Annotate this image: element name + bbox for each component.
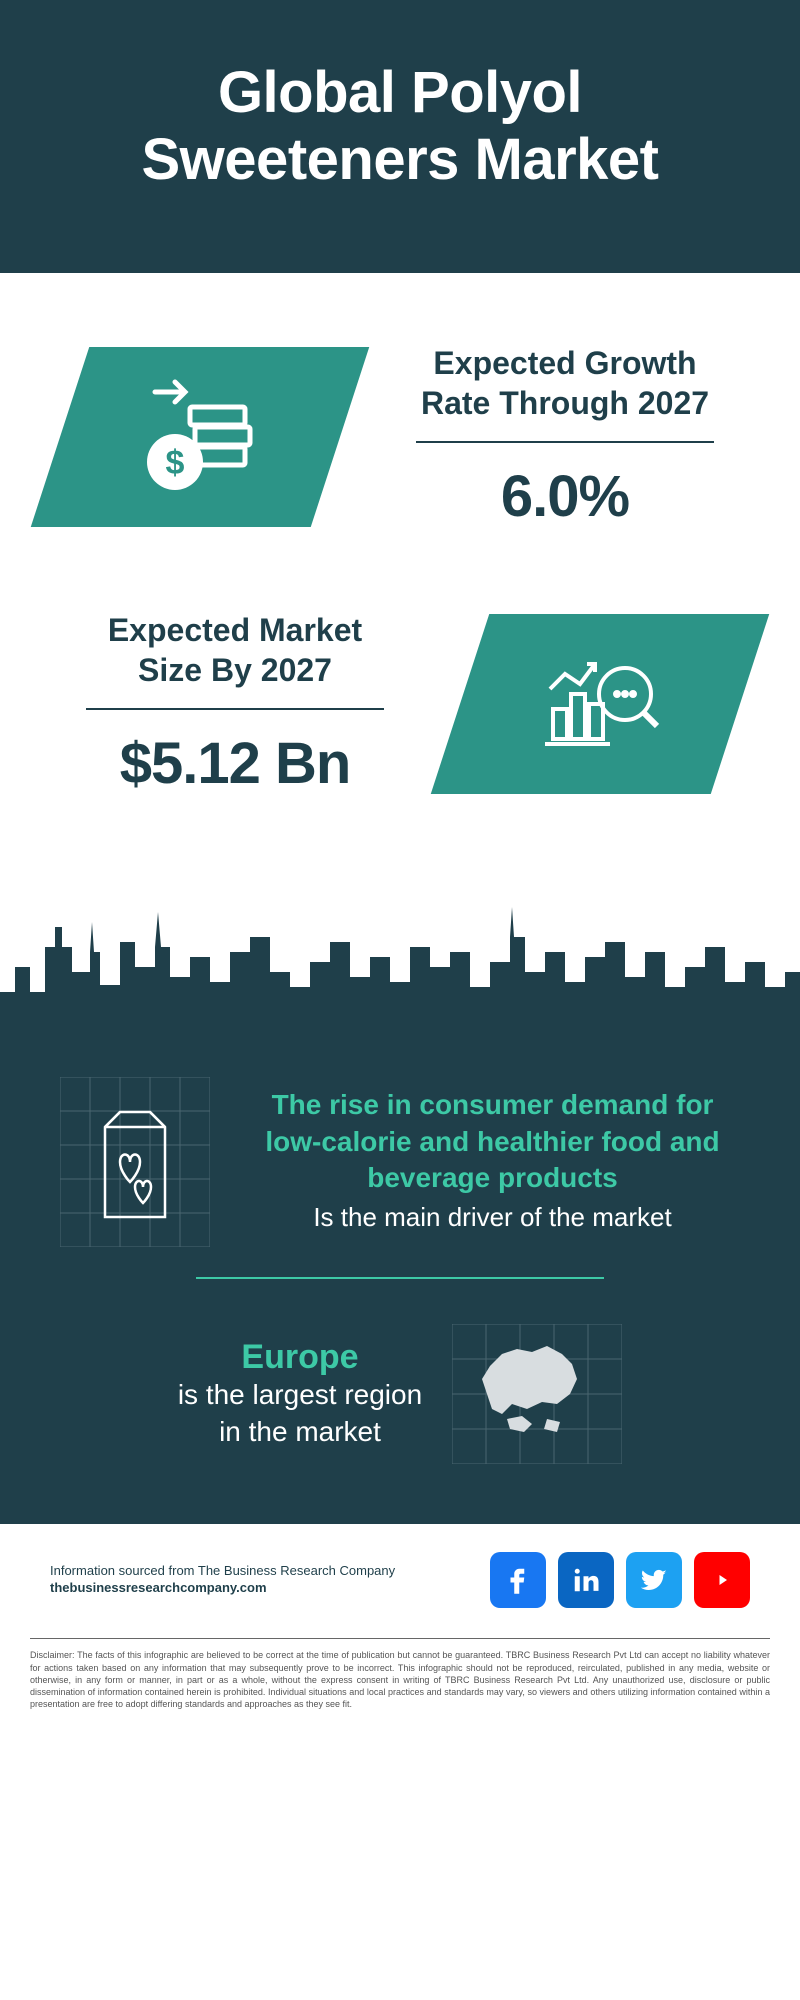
social-links bbox=[490, 1552, 750, 1608]
region-sub: is the largest region in the market bbox=[178, 1377, 422, 1450]
driver-text: The rise in consumer demand for low-calo… bbox=[245, 1077, 740, 1234]
page-title: Global Polyol Sweeteners Market bbox=[50, 60, 750, 193]
dark-section: The rise in consumer demand for low-calo… bbox=[0, 1037, 800, 1524]
chart-magnify-icon bbox=[460, 614, 740, 794]
divider bbox=[30, 1638, 770, 1639]
divider bbox=[196, 1277, 604, 1279]
youtube-icon[interactable] bbox=[694, 1552, 750, 1608]
disclaimer-text: Disclaimer: The facts of this infographi… bbox=[30, 1649, 770, 1710]
driver-sub: Is the main driver of the market bbox=[245, 1201, 740, 1235]
skyline-graphic bbox=[0, 897, 800, 1037]
footer: Information sourced from The Business Re… bbox=[0, 1524, 800, 1628]
growth-money-icon: $ bbox=[60, 347, 340, 527]
footer-attribution: Information sourced from The Business Re… bbox=[50, 1563, 395, 1597]
linkedin-icon[interactable] bbox=[558, 1552, 614, 1608]
divider bbox=[86, 708, 384, 710]
stat-label: Expected Growth Rate Through 2027 bbox=[390, 343, 740, 423]
region-text: Europe is the largest region in the mark… bbox=[178, 1338, 422, 1450]
driver-highlight: The rise in consumer demand for low-calo… bbox=[245, 1087, 740, 1196]
stat-label: Expected Market Size By 2027 bbox=[60, 610, 410, 690]
stat-value: $5.12 Bn bbox=[60, 730, 410, 797]
svg-text:$: $ bbox=[166, 444, 185, 482]
stat-text: Expected Growth Rate Through 2027 6.0% bbox=[390, 343, 740, 530]
region-block: Europe is the largest region in the mark… bbox=[60, 1324, 740, 1464]
stats-section: $ Expected Growth Rate Through 2027 6.0% bbox=[0, 273, 800, 897]
twitter-icon[interactable] bbox=[626, 1552, 682, 1608]
divider bbox=[416, 441, 714, 443]
carton-icon bbox=[60, 1077, 210, 1247]
stat-market-size: Expected Market Size By 2027 $5.12 Bn bbox=[60, 610, 740, 797]
stat-growth-rate: $ Expected Growth Rate Through 2027 6.0% bbox=[60, 343, 740, 530]
market-driver-block: The rise in consumer demand for low-calo… bbox=[60, 1077, 740, 1247]
region-highlight: Europe bbox=[178, 1338, 422, 1377]
stat-value: 6.0% bbox=[390, 463, 740, 530]
europe-map-icon bbox=[452, 1324, 622, 1464]
facebook-icon[interactable] bbox=[490, 1552, 546, 1608]
title-line1: Global Polyol bbox=[218, 60, 582, 125]
header: Global Polyol Sweeteners Market bbox=[0, 0, 800, 273]
title-line2: Sweeteners Market bbox=[142, 127, 659, 192]
disclaimer-section: Disclaimer: The facts of this infographi… bbox=[0, 1628, 800, 1740]
stat-text: Expected Market Size By 2027 $5.12 Bn bbox=[60, 610, 410, 797]
